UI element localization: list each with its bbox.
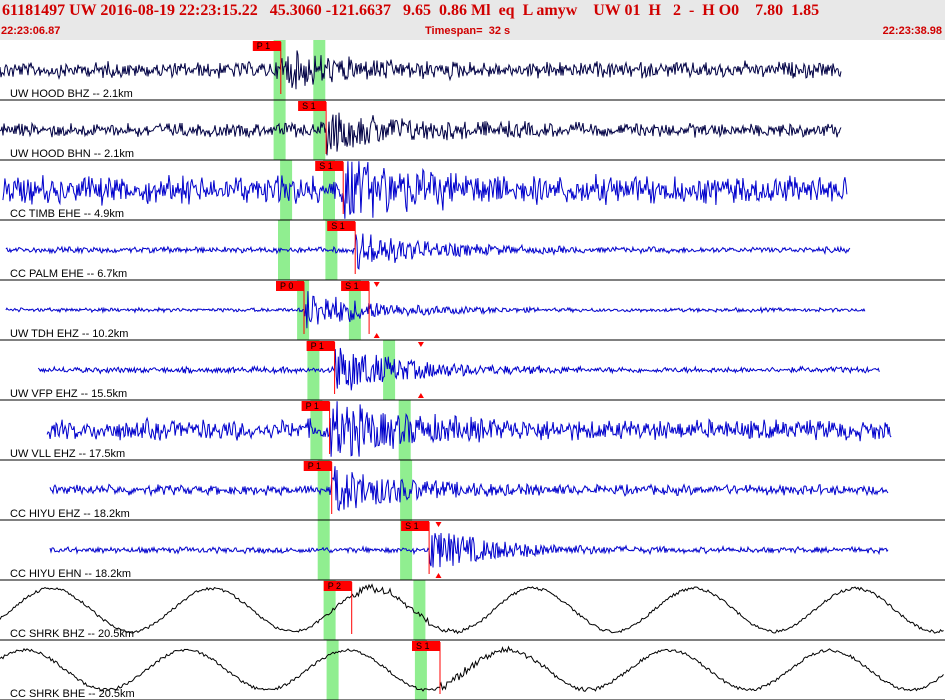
pick-label: P 2 (328, 581, 341, 591)
phase-pick[interactable]: P 0 (276, 281, 305, 334)
channel-label: CC TIMB EHE -- 4.9km (10, 208, 124, 220)
pick-flag (298, 101, 327, 111)
phase-pick[interactable]: S 1 (341, 281, 370, 334)
phase-pick[interactable]: S 1 (401, 521, 430, 574)
channel-label: CC SHRK BHE -- 20.5km (10, 688, 135, 700)
pick-label: S 1 (405, 521, 419, 531)
pick-label: S 1 (416, 641, 430, 651)
theoretical-phase-band (323, 580, 336, 640)
channel-row[interactable]: CC HIYU EHZ -- 18.2km P 1 (0, 461, 945, 521)
phase-pick[interactable]: P 2 (323, 581, 353, 634)
theoretical-phase-band (310, 400, 323, 460)
phase-pick[interactable]: P 1 (301, 401, 331, 454)
pick-label: P 1 (311, 341, 324, 351)
timespan-readout: Timespan= 32 s (425, 25, 510, 37)
pick-flag (327, 221, 356, 231)
waveform-trace (5, 233, 851, 270)
waveform-trace (0, 112, 842, 156)
theoretical-phase-band (326, 640, 339, 700)
phase-pick[interactable]: S 1 (315, 161, 344, 214)
channel-label: CC SHRK BHZ -- 20.5km (10, 628, 134, 640)
timespan-value: 32 s (488, 25, 511, 37)
waveform-trace (49, 532, 889, 568)
event-summary-line: 61181497 UW 2016-08-19 22:23:15.22 45.30… (2, 2, 820, 19)
pick-label: S 1 (319, 161, 333, 171)
channel-row[interactable]: CC HIYU EHN -- 18.2km S 1 (0, 521, 945, 581)
channel-row[interactable]: UW VFP EHZ -- 15.5km P 1 (0, 341, 945, 401)
theoretical-phase-band (383, 340, 396, 400)
arrival-marker-top (435, 522, 442, 527)
phase-pick[interactable]: P 1 (252, 41, 282, 94)
theoretical-phase-band (413, 580, 426, 640)
arrival-marker-top (417, 342, 424, 347)
theoretical-phase-band (280, 160, 293, 220)
theoretical-phase-band (313, 100, 326, 160)
channel-row[interactable]: CC PALM EHE -- 6.7km S 1 (0, 221, 945, 281)
arrival-marker-bottom (435, 573, 442, 578)
channel-label: UW HOOD BHZ -- 2.1km (10, 88, 133, 100)
channel-row[interactable]: CC SHRK BHZ -- 20.5km P 2 (0, 581, 945, 641)
pick-flag (306, 341, 335, 351)
channel-row[interactable]: UW VLL EHZ -- 17.5km P 1 (0, 401, 945, 461)
waveform-trace (49, 466, 889, 512)
pick-label: S 1 (331, 221, 345, 231)
pick-flag (303, 461, 332, 471)
theoretical-phase-band (273, 40, 286, 100)
channel-row[interactable]: UW HOOD BHN -- 2.1km S 1 (0, 101, 945, 161)
pick-flag (301, 401, 330, 411)
waveform-trace (5, 291, 866, 329)
pick-flag (276, 281, 304, 291)
theoretical-phase-band (400, 460, 413, 520)
waveform-trace (46, 401, 892, 457)
channel-label: UW VFP EHZ -- 15.5km (10, 388, 127, 400)
channel-label: UW TDH EHZ -- 10.2km (10, 328, 128, 340)
channel-label: UW HOOD BHN -- 2.1km (10, 148, 134, 160)
pick-label: P 1 (308, 461, 321, 471)
channel-row[interactable]: CC SHRK BHE -- 20.5km S 1 (0, 641, 945, 700)
channel-label: UW VLL EHZ -- 17.5km (10, 448, 125, 460)
seismogram-panel[interactable]: UW HOOD BHZ -- 2.1km P 1 UW HOOD BHN -- 2.… (0, 40, 945, 700)
arrival-marker-bottom (373, 333, 380, 338)
waveform-trace (2, 161, 848, 219)
theoretical-phase-band (313, 40, 326, 100)
pick-label: P 1 (257, 41, 270, 51)
pick-label: S 1 (345, 281, 359, 291)
phase-pick[interactable]: P 1 (303, 461, 333, 514)
pick-label: S 1 (302, 101, 316, 111)
channel-row[interactable]: UW TDH EHZ -- 10.2km P 0 S 1 (0, 281, 945, 341)
window-end-time: 22:23:38.98 (882, 25, 942, 37)
waveform-trace (0, 50, 842, 90)
waveform-trace (0, 645, 944, 693)
pick-flag (315, 161, 344, 171)
pick-flag (323, 581, 352, 591)
waveform-trace (37, 347, 880, 391)
channel-row[interactable]: UW HOOD BHZ -- 2.1km P 1 (0, 41, 945, 101)
phase-pick[interactable]: S 1 (327, 221, 356, 274)
theoretical-phase-band (307, 340, 320, 400)
event-header: 61181497 UW 2016-08-19 22:23:15.22 45.30… (0, 0, 945, 40)
channel-label: CC PALM EHE -- 6.7km (10, 268, 127, 280)
theoretical-phase-band (414, 640, 427, 700)
phase-pick[interactable]: S 1 (412, 641, 441, 694)
pick-flag (401, 521, 430, 531)
phase-pick[interactable]: S 1 (298, 101, 327, 154)
channel-row[interactable]: CC TIMB EHE -- 4.9km S 1 (0, 161, 945, 221)
pick-label: P 1 (306, 401, 319, 411)
arrival-marker-bottom (417, 393, 424, 398)
channel-label: CC HIYU EHZ -- 18.2km (10, 508, 130, 520)
channel-label: CC HIYU EHN -- 18.2km (10, 568, 131, 580)
pick-label: P 0 (280, 281, 293, 291)
phase-pick[interactable]: P 1 (306, 341, 336, 394)
waveform-trace (0, 583, 944, 635)
window-start-time: 22:23:06.87 (1, 25, 61, 37)
pick-flag (252, 41, 281, 51)
pick-flag (412, 641, 440, 651)
timespan-label: Timespan= (425, 25, 483, 37)
pick-flag (341, 281, 370, 291)
arrival-marker-top (373, 282, 380, 287)
